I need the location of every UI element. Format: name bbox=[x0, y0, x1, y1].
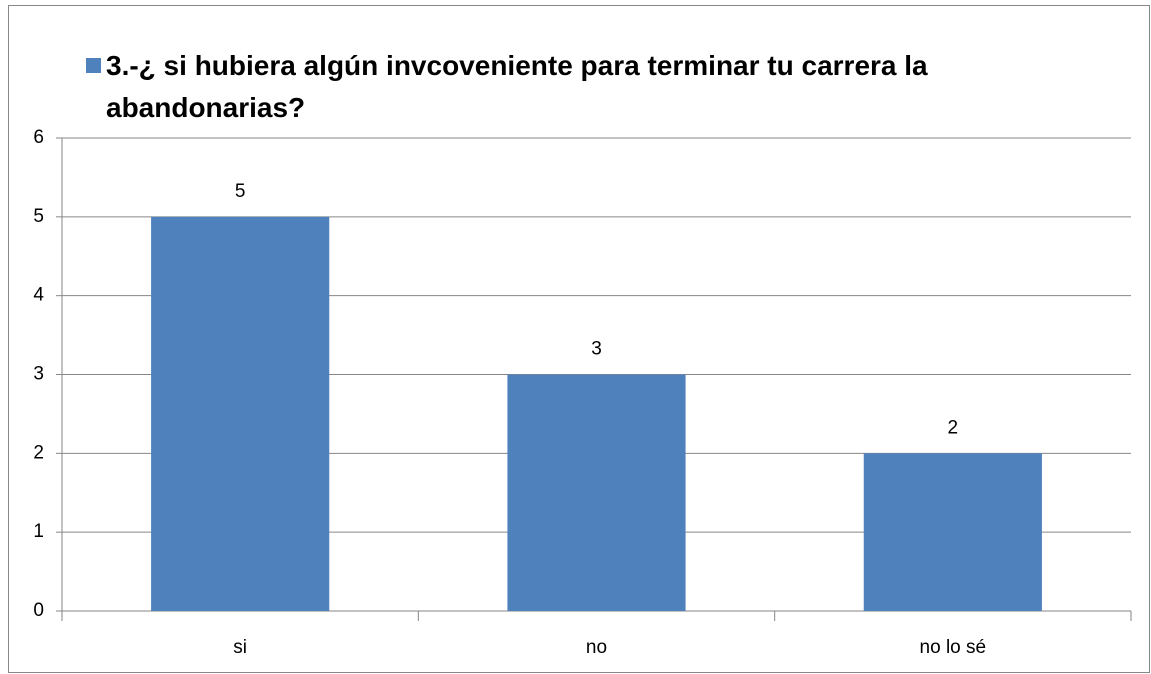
y-tick-label: 3 bbox=[33, 364, 44, 385]
y-tick-label: 5 bbox=[33, 206, 44, 227]
chart-border bbox=[8, 5, 1150, 673]
bar bbox=[863, 453, 1042, 611]
x-tick-label: no lo sé bbox=[920, 637, 987, 658]
bar bbox=[507, 374, 686, 611]
data-label: 2 bbox=[948, 417, 959, 438]
data-label: 3 bbox=[591, 339, 602, 360]
y-tick-label: 0 bbox=[33, 600, 44, 621]
x-tick-label: si bbox=[233, 637, 247, 658]
y-tick-label: 1 bbox=[33, 521, 44, 542]
y-tick-label: 2 bbox=[33, 442, 44, 463]
data-label: 5 bbox=[235, 181, 246, 202]
legend: 3.-¿ si hubiera algún invcoveniente para… bbox=[86, 45, 1086, 129]
y-tick-label: 4 bbox=[33, 285, 44, 306]
x-tick-label: no bbox=[586, 637, 607, 658]
legend-swatch bbox=[86, 58, 101, 73]
legend-label: 3.-¿ si hubiera algún invcoveniente para… bbox=[106, 50, 928, 123]
y-tick-label: 6 bbox=[33, 127, 44, 148]
bar bbox=[151, 216, 330, 612]
